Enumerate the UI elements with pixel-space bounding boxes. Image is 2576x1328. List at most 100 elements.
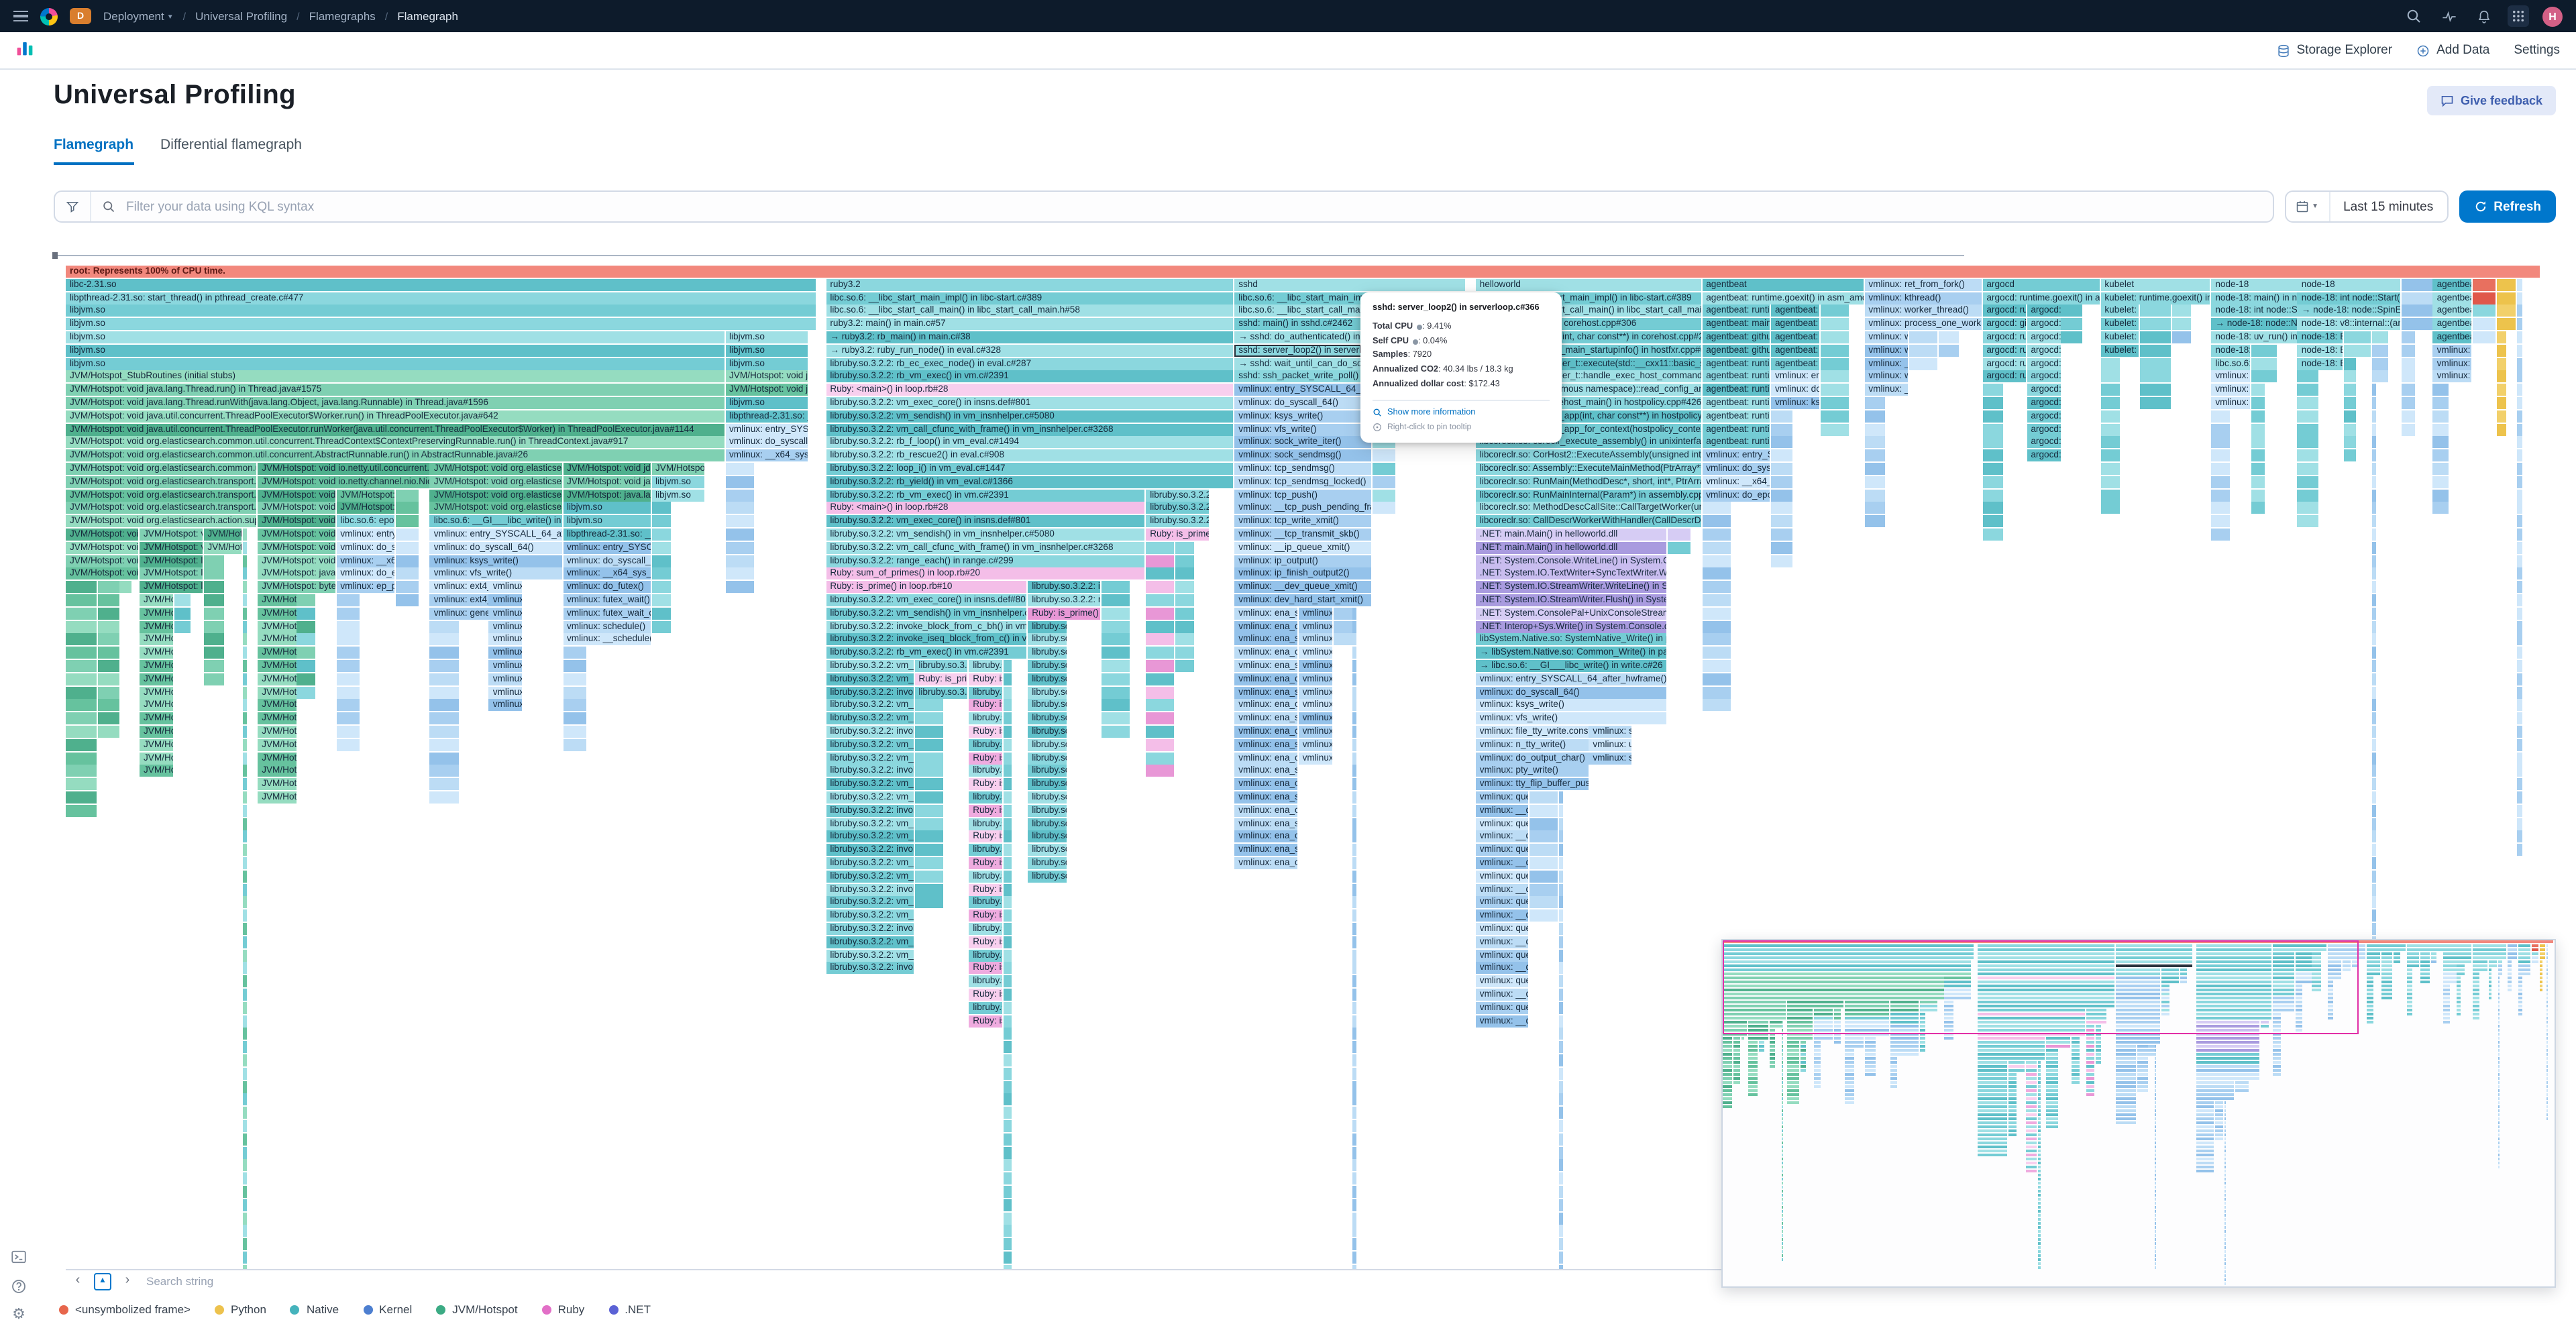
- flame-frame[interactable]: [2115, 969, 2161, 972]
- flame-frame[interactable]: [2472, 318, 2496, 331]
- flame-frame[interactable]: [1865, 1061, 1876, 1064]
- flame-frame[interactable]: [2371, 686, 2375, 699]
- flame-frame[interactable]: [1702, 594, 1731, 606]
- flame-frame[interactable]: [2344, 410, 2356, 423]
- flame-frame[interactable]: [1890, 1005, 1919, 1008]
- settings-gear-icon[interactable]: ⚙: [12, 1307, 25, 1323]
- flame-frame[interactable]: [1003, 1186, 1012, 1198]
- flame-frame[interactable]: vmlinux: ena_com_prepare_tx(): [1234, 726, 1298, 738]
- flame-frame[interactable]: [1782, 1029, 1784, 1032]
- flame-frame[interactable]: JVM/Hotspot: void io.netty.channel.Abstr…: [258, 529, 336, 541]
- flame-frame[interactable]: [2371, 818, 2375, 830]
- flame-frame[interactable]: vmlinux: wb_workfn(): [1864, 331, 1908, 343]
- flame-frame[interactable]: [2546, 1101, 2548, 1105]
- flame-frame[interactable]: vmlinux: sock_write_iter(): [1234, 436, 1372, 449]
- flame-frame[interactable]: [2161, 989, 2169, 992]
- flame-frame[interactable]: [2037, 1230, 2041, 1233]
- flame-frame[interactable]: [2196, 1117, 2214, 1121]
- flame-frame[interactable]: [2161, 969, 2180, 972]
- flame-frame[interactable]: [1978, 1097, 2007, 1101]
- flame-frame[interactable]: [2155, 1077, 2156, 1081]
- flame-frame[interactable]: [2008, 1073, 2017, 1076]
- flame-frame[interactable]: [243, 1054, 247, 1066]
- flame-frame[interactable]: [2457, 1001, 2461, 1004]
- flame-frame[interactable]: [1723, 993, 1943, 996]
- flame-frame[interactable]: [914, 830, 943, 843]
- flame-frame[interactable]: argocd: runtime.scanobject() in mgcmark.…: [2027, 370, 2061, 383]
- flame-frame[interactable]: [1771, 502, 1792, 514]
- flame-frame[interactable]: libruby.so.3.2.2: vm_sendish() in vm_ins…: [1028, 765, 1067, 777]
- flame-frame[interactable]: [66, 673, 97, 685]
- flame-frame[interactable]: [2546, 985, 2548, 988]
- flame-frame[interactable]: [2096, 1045, 2102, 1048]
- flame-frame[interactable]: [2539, 989, 2542, 992]
- flame-frame[interactable]: [1723, 948, 1974, 952]
- flame-frame[interactable]: [2297, 515, 2319, 528]
- flame-frame[interactable]: [2086, 1069, 2095, 1072]
- flame-frame[interactable]: [2498, 969, 2503, 972]
- flame-frame[interactable]: [2037, 1238, 2041, 1241]
- flame-frame[interactable]: [2401, 292, 2432, 305]
- flame-frame[interactable]: [1723, 1093, 1733, 1097]
- flame-frame[interactable]: [1978, 1049, 2045, 1052]
- flame-frame[interactable]: [1782, 1133, 1784, 1137]
- flame-frame[interactable]: [1723, 1013, 1786, 1016]
- flame-frame[interactable]: libruby.so.3.2.2: vm_exec_core() in insn…: [1028, 673, 1067, 685]
- flame-frame[interactable]: [2037, 1186, 2041, 1189]
- flame-frame[interactable]: vmlinux: ena_com_prepare_tx(): [1234, 752, 1298, 765]
- flame-frame[interactable]: [2497, 384, 2506, 396]
- flame-frame[interactable]: [2224, 1162, 2226, 1165]
- flame-frame[interactable]: [2155, 1158, 2156, 1161]
- flame-frame[interactable]: vmlinux: do_softirq(): [1298, 752, 1332, 765]
- flame-frame[interactable]: [2196, 1109, 2214, 1113]
- flame-frame[interactable]: [1003, 896, 1012, 909]
- kql-query-input[interactable]: [54, 190, 2274, 223]
- flame-frame[interactable]: [2327, 1005, 2334, 1008]
- flame-frame[interactable]: [1146, 555, 1175, 567]
- flame-frame[interactable]: [1845, 1065, 1854, 1068]
- flame-frame[interactable]: [1702, 607, 1731, 620]
- flame-frame[interactable]: [2371, 436, 2375, 449]
- flame-frame[interactable]: [914, 896, 943, 909]
- flame-frame[interactable]: [1820, 423, 1849, 436]
- flame-frame[interactable]: [429, 752, 459, 765]
- flame-frame[interactable]: [395, 581, 419, 594]
- flame-frame[interactable]: sshd: ssh_packet_write_poll() in packet.…: [1234, 370, 1372, 383]
- flame-frame[interactable]: [1782, 1198, 1784, 1201]
- flame-frame[interactable]: [2342, 964, 2351, 968]
- flame-frame[interactable]: [2046, 1109, 2059, 1113]
- flame-frame[interactable]: argocd: runtime.gcDrain() in mgcmark.go#…: [2027, 318, 2061, 331]
- flame-frame[interactable]: [1978, 969, 2114, 972]
- flame-frame[interactable]: [1352, 1041, 1357, 1054]
- flame-frame[interactable]: [2546, 956, 2548, 960]
- flame-frame[interactable]: [2214, 1125, 2224, 1129]
- flame-frame[interactable]: [1890, 1045, 1919, 1048]
- flame-frame[interactable]: [2214, 1105, 2224, 1109]
- flame-frame[interactable]: [2155, 1170, 2156, 1173]
- flame-frame[interactable]: [1782, 1061, 1784, 1064]
- flame-frame[interactable]: [2327, 960, 2341, 964]
- flame-frame[interactable]: [1723, 997, 1943, 1000]
- flame-frame[interactable]: vmlinux: __queue_work(): [1475, 804, 1529, 817]
- flame-frame[interactable]: [2344, 423, 2356, 436]
- flame-frame[interactable]: [2046, 1105, 2059, 1109]
- flame-frame[interactable]: libjvm.so: [66, 344, 724, 357]
- flame-frame[interactable]: [2115, 997, 2161, 1000]
- flame-frame[interactable]: [1820, 384, 1849, 396]
- flame-frame[interactable]: [2296, 993, 2302, 996]
- flame-frame[interactable]: [1800, 1053, 1807, 1056]
- flame-frame[interactable]: [2037, 1254, 2041, 1258]
- flame-frame[interactable]: [1890, 1021, 1919, 1024]
- flame-frame[interactable]: [2037, 1129, 2041, 1133]
- flame-frame[interactable]: [1782, 1210, 1784, 1213]
- flame-frame[interactable]: [1102, 581, 1130, 594]
- flame-frame[interactable]: [1978, 989, 2114, 992]
- flame-frame[interactable]: [2037, 1073, 2041, 1076]
- flame-frame[interactable]: [1352, 607, 1357, 620]
- flame-frame[interactable]: libjvm.so: [725, 331, 808, 343]
- flame-frame[interactable]: [395, 541, 419, 554]
- flame-frame[interactable]: [563, 686, 587, 699]
- flame-frame[interactable]: [2473, 985, 2479, 988]
- flame-frame[interactable]: [1769, 1049, 1776, 1052]
- flame-frame[interactable]: [2296, 989, 2302, 992]
